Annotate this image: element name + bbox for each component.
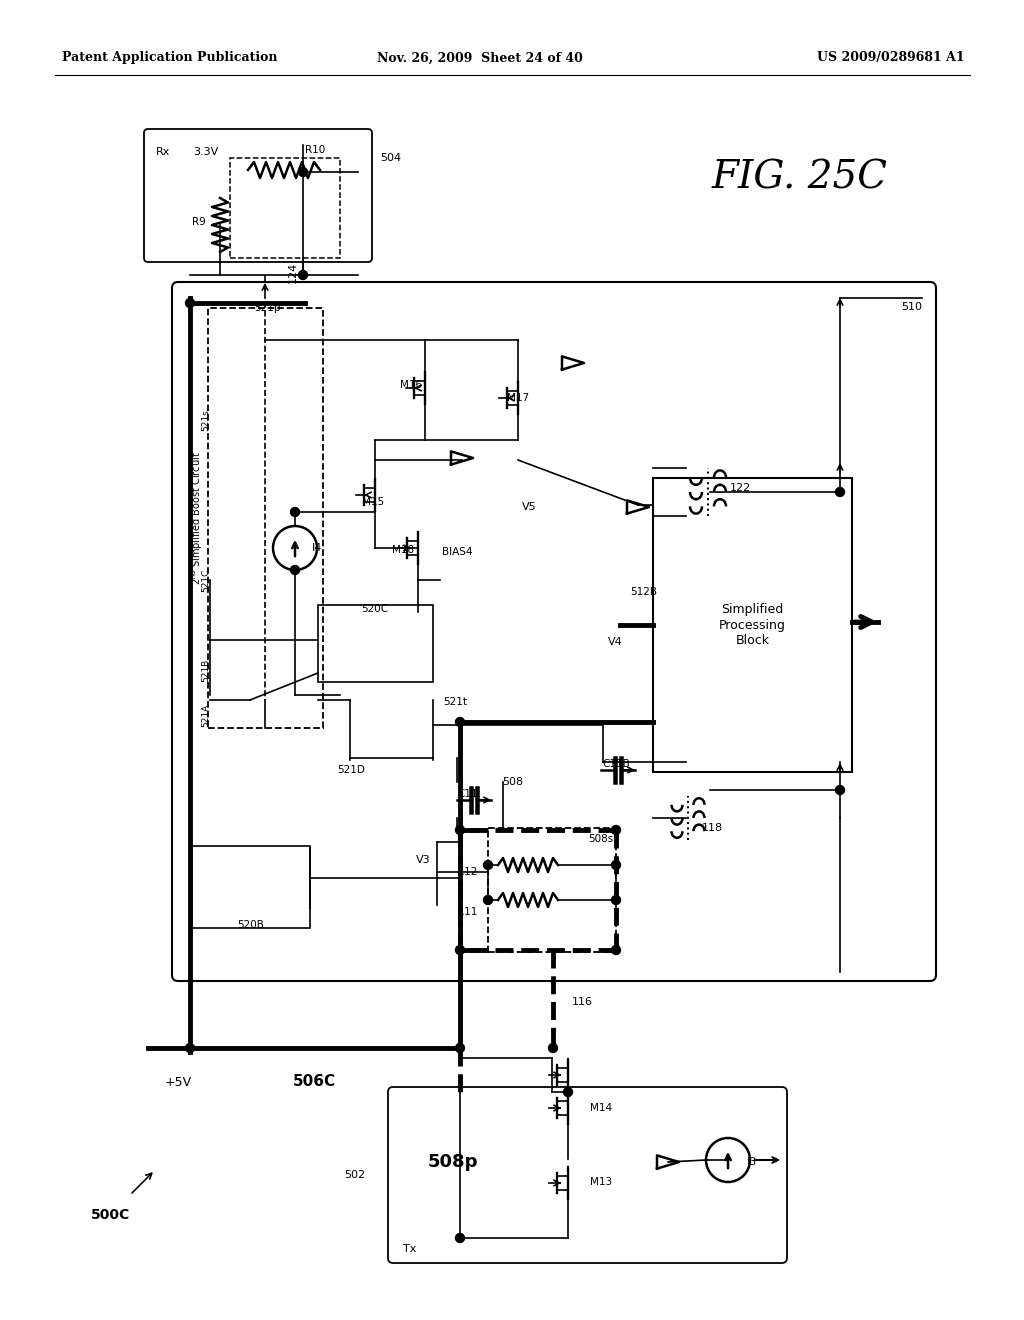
Circle shape <box>299 271 307 280</box>
Text: R12: R12 <box>457 867 477 876</box>
Text: Rx: Rx <box>156 147 170 157</box>
Bar <box>318 605 433 682</box>
Text: 118: 118 <box>702 822 723 833</box>
Circle shape <box>836 785 845 795</box>
Text: 506C: 506C <box>293 1074 336 1089</box>
Circle shape <box>483 861 493 870</box>
Text: M13: M13 <box>590 1177 612 1187</box>
Text: M14: M14 <box>590 1104 612 1113</box>
Text: 521t: 521t <box>443 697 467 708</box>
Text: 508p: 508p <box>428 1152 478 1171</box>
Text: 116: 116 <box>572 997 593 1007</box>
Circle shape <box>483 895 493 904</box>
Text: M18: M18 <box>392 545 414 554</box>
Text: C11B: C11B <box>602 759 630 770</box>
Text: I4: I4 <box>312 543 323 553</box>
Text: 124: 124 <box>288 261 298 282</box>
Text: 521D: 521D <box>337 766 365 775</box>
Text: 122: 122 <box>730 483 752 492</box>
Text: C11: C11 <box>457 789 477 799</box>
Text: V4: V4 <box>608 638 623 647</box>
Bar <box>488 828 616 952</box>
Circle shape <box>611 861 621 870</box>
Text: 3.3V: 3.3V <box>193 147 218 157</box>
Text: R9: R9 <box>193 216 206 227</box>
Text: 510: 510 <box>901 302 922 312</box>
Text: Tx: Tx <box>403 1243 417 1254</box>
Text: I3: I3 <box>746 1158 758 1167</box>
Circle shape <box>185 1044 195 1052</box>
Bar <box>208 308 323 729</box>
Circle shape <box>291 507 299 516</box>
Circle shape <box>456 718 465 726</box>
Text: Patent Application Publication: Patent Application Publication <box>62 51 278 65</box>
Text: 2$^{nd}$ Simplified Boost Circuit: 2$^{nd}$ Simplified Boost Circuit <box>189 451 205 585</box>
Bar <box>193 846 310 928</box>
Text: 521A: 521A <box>201 704 210 726</box>
Text: Simplified
Processing
Block: Simplified Processing Block <box>719 603 786 647</box>
Text: +5V: +5V <box>165 1076 193 1089</box>
Text: 521B: 521B <box>201 659 210 681</box>
Circle shape <box>563 1088 572 1097</box>
Text: 520B: 520B <box>238 920 264 931</box>
Text: M16: M16 <box>400 380 422 389</box>
Text: US 2009/0289681 A1: US 2009/0289681 A1 <box>817 51 965 65</box>
Circle shape <box>185 298 195 308</box>
Text: M17: M17 <box>507 393 529 403</box>
Circle shape <box>836 487 845 496</box>
Text: 508s: 508s <box>588 834 613 843</box>
Text: 512B: 512B <box>630 587 657 597</box>
Circle shape <box>299 168 307 177</box>
Circle shape <box>456 945 465 954</box>
Text: 500C: 500C <box>90 1208 130 1222</box>
Circle shape <box>549 1044 557 1052</box>
Bar <box>653 478 852 772</box>
Text: 521p: 521p <box>254 304 281 313</box>
Text: R11: R11 <box>457 907 477 917</box>
Circle shape <box>456 825 465 834</box>
Text: 521C: 521C <box>201 569 210 591</box>
Circle shape <box>611 825 621 834</box>
Circle shape <box>611 945 621 954</box>
Text: 520C: 520C <box>361 605 388 614</box>
Text: 502: 502 <box>344 1170 365 1180</box>
Text: 504: 504 <box>380 153 401 162</box>
Text: V5: V5 <box>522 502 537 512</box>
Text: BIAS4: BIAS4 <box>442 546 472 557</box>
Circle shape <box>611 895 621 904</box>
Text: Nov. 26, 2009  Sheet 24 of 40: Nov. 26, 2009 Sheet 24 of 40 <box>377 51 583 65</box>
Text: V3: V3 <box>416 855 431 865</box>
Text: M15: M15 <box>362 498 384 507</box>
Circle shape <box>456 1233 465 1242</box>
Bar <box>230 158 340 257</box>
Circle shape <box>456 1044 465 1052</box>
Text: 508: 508 <box>502 777 523 787</box>
Text: R10: R10 <box>305 145 326 154</box>
Circle shape <box>291 565 299 574</box>
Text: 521s: 521s <box>201 409 210 430</box>
Text: FIG. 25C: FIG. 25C <box>712 160 888 197</box>
